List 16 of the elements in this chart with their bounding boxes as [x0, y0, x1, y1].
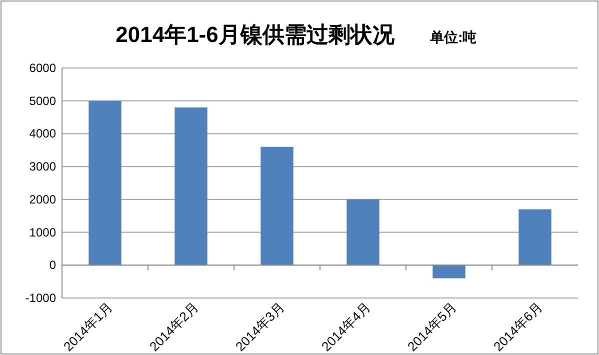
bar: [88, 100, 122, 266]
bar: [174, 107, 208, 266]
y-tick-label: 1000: [29, 225, 56, 240]
y-tick-label: 3000: [29, 160, 56, 174]
y-tick-label: -1000: [25, 291, 56, 305]
y-tick-label: 6000: [29, 61, 56, 75]
y-tick-label: 2000: [29, 192, 56, 206]
y-tick-label: 0: [49, 258, 56, 272]
bar: [260, 146, 294, 266]
chart-title: 2014年1-6月镍供需过剩状况: [116, 22, 396, 47]
y-tick-label: 5000: [29, 94, 56, 108]
bar: [432, 265, 466, 278]
y-tick-label: 4000: [29, 126, 56, 141]
bar: [346, 199, 380, 266]
bar: [518, 209, 552, 266]
chart-subtitle: 单位:吨: [429, 29, 477, 45]
